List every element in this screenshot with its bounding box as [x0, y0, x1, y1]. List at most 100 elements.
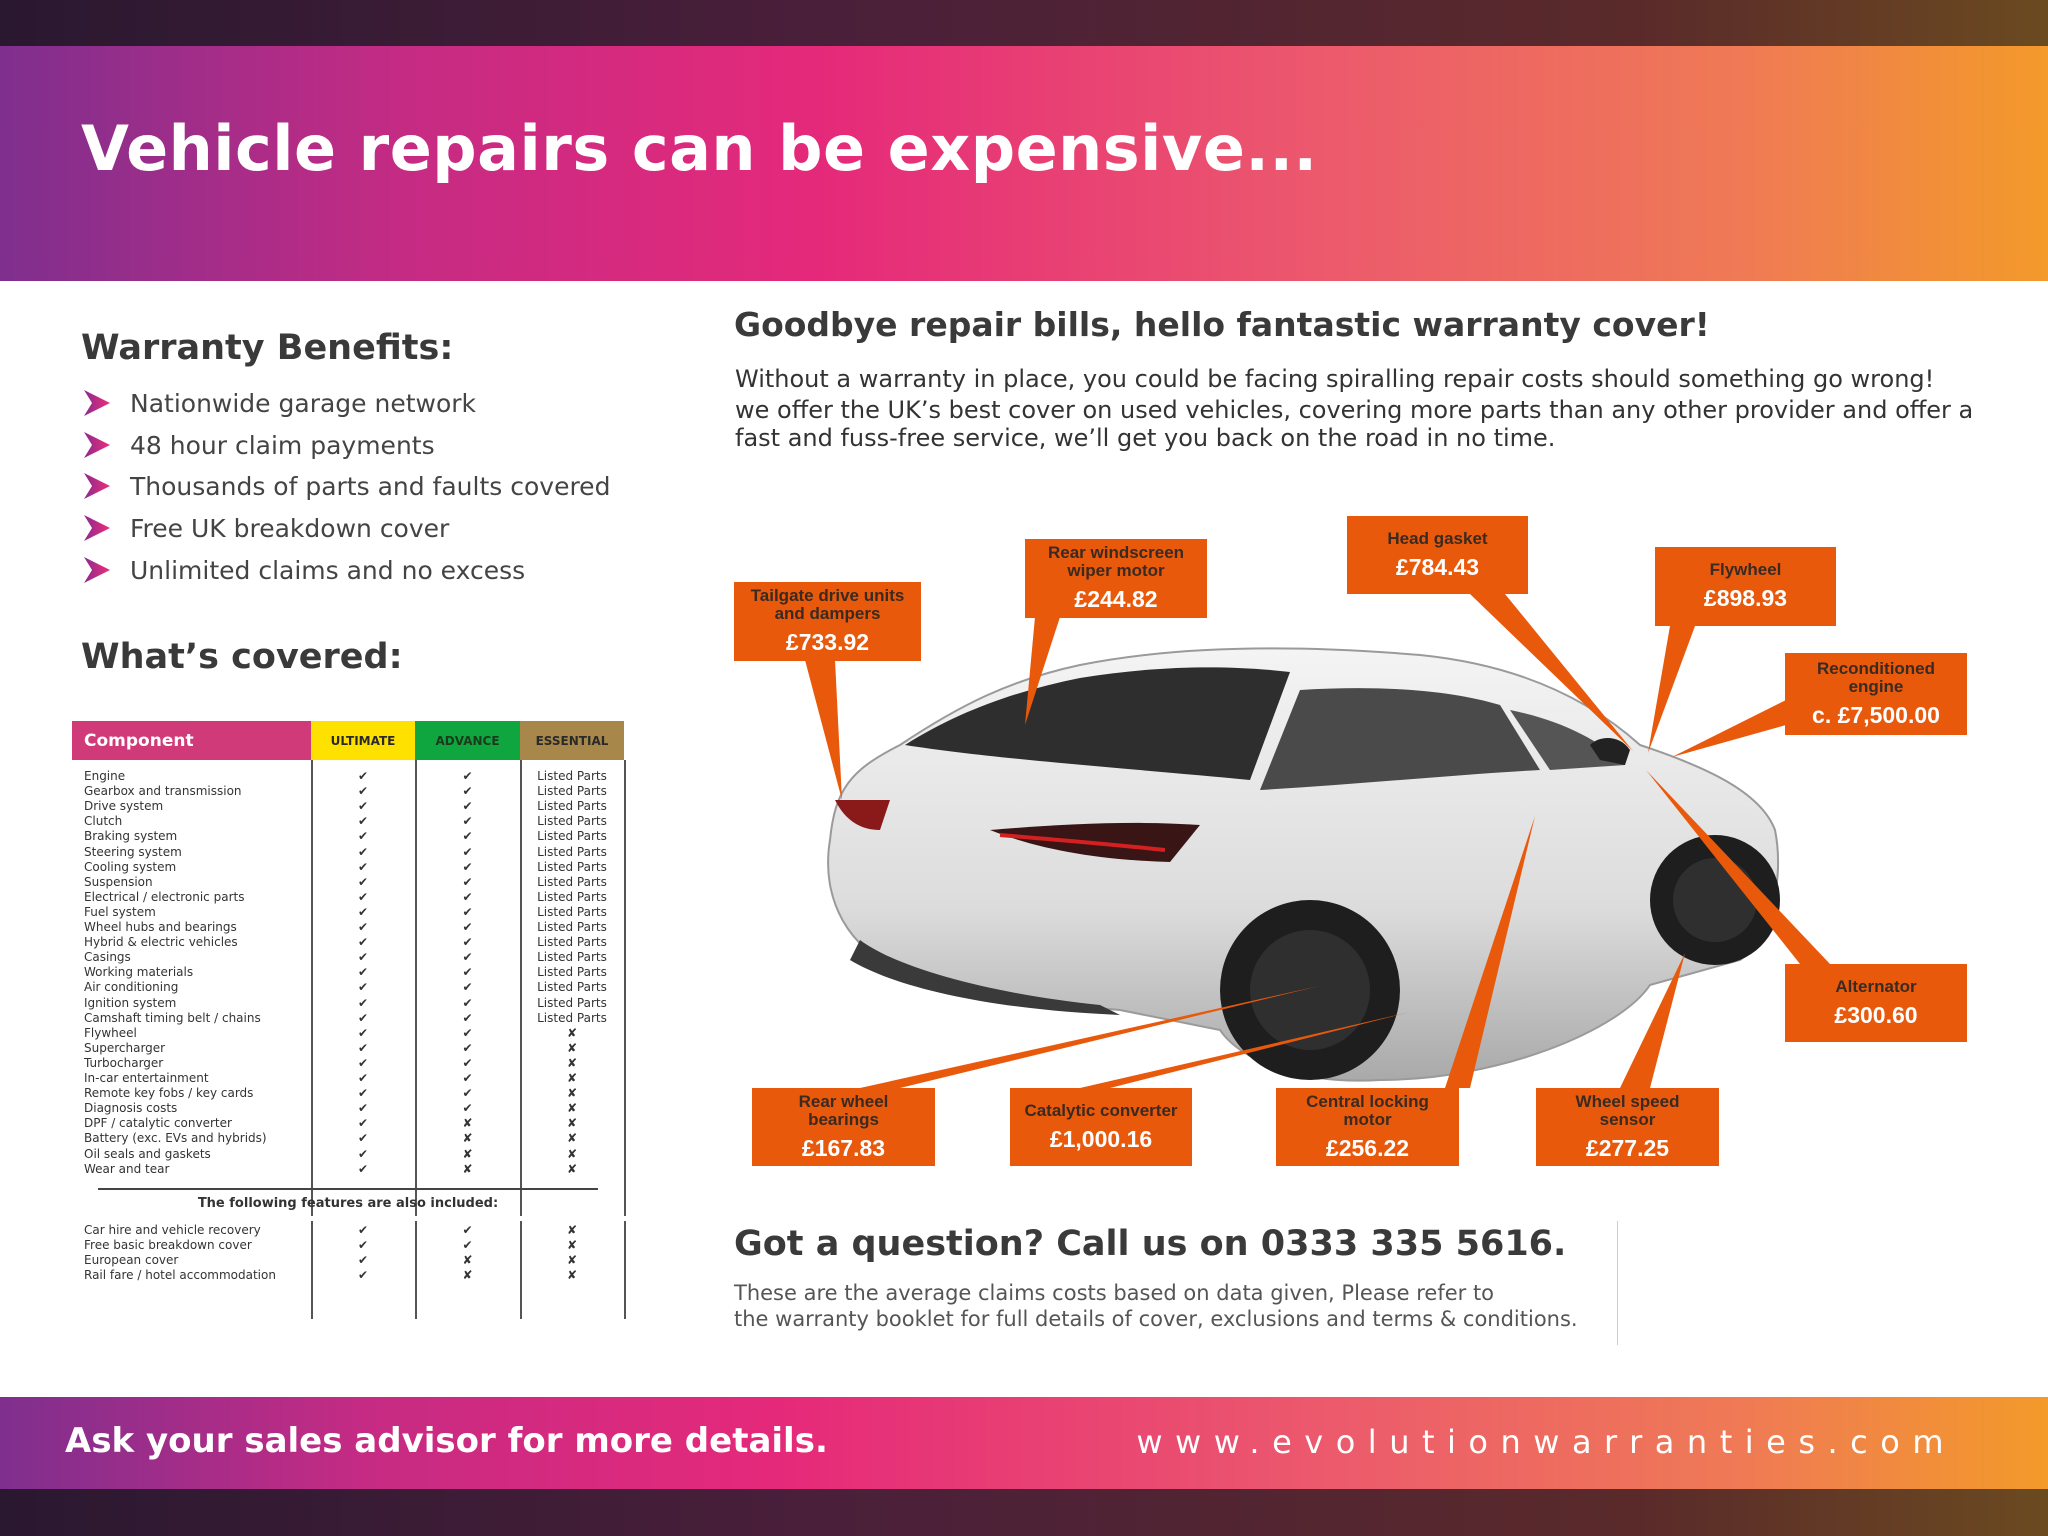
website-link[interactable]: www.evolutionwarranties.com: [1136, 1423, 1956, 1461]
benefit-label: 48 hour claim payments: [130, 430, 435, 460]
listed-parts-text: Listed Parts: [537, 935, 607, 950]
listed-parts-text: Listed Parts: [537, 814, 607, 829]
pointer-head-gasket: [1470, 594, 1633, 751]
check-icon: ✔: [357, 920, 369, 934]
check-icon: ✔: [462, 1223, 473, 1237]
benefit-item: Unlimited claims and no excess: [82, 555, 525, 585]
chevron-arrow-icon: [84, 515, 110, 541]
cross-icon: ✘: [462, 1268, 473, 1283]
check-icon: ✔: [357, 1116, 369, 1131]
check-icon: ✔: [462, 1010, 473, 1025]
check-icon: ✔: [357, 874, 369, 889]
benefit-label: Unlimited claims and no excess: [130, 555, 526, 585]
check-icon: ✔: [357, 1268, 369, 1283]
pointer-engine: [1672, 700, 1786, 757]
callout-tailgate: Tailgate drive units and dampers £733.92: [734, 582, 921, 661]
cross-icon: ✘: [462, 1253, 473, 1268]
benefit-label: Thousands of parts and faults covered: [130, 471, 611, 501]
component-name: Steering system: [84, 844, 182, 859]
listed-parts-text: Listed Parts: [537, 769, 607, 783]
column-divider: [520, 1221, 522, 1319]
check-icon: ✔: [357, 1161, 369, 1176]
listed-parts-text: Listed Parts: [537, 829, 607, 844]
component-name: Wheel hubs and bearings: [84, 920, 237, 934]
component-name: Suspension: [84, 874, 153, 889]
chevron-arrow-icon: [84, 390, 110, 416]
cross-icon: ✘: [462, 1146, 473, 1161]
check-icon: ✔: [357, 859, 369, 874]
component-name: Free basic breakdown cover: [84, 1238, 252, 1253]
divider: [1617, 1221, 1618, 1345]
column-divider: [624, 760, 626, 1216]
callout-price: £256.22: [1325, 1134, 1410, 1161]
column-header-essential: ESSENTIAL: [520, 721, 624, 760]
benefit-label: Free UK breakdown cover: [130, 513, 450, 543]
check-icon: ✔: [357, 814, 369, 829]
component-name: Working materials: [84, 965, 194, 980]
benefit-label: Nationwide garage network: [130, 388, 477, 418]
table-row: Air conditioning ✔ ✔ Listed Parts: [72, 980, 624, 995]
callout-wheel-speed-sensor: Wheel speed sensor £277.25: [1536, 1088, 1719, 1166]
listed-parts-text: Listed Parts: [537, 995, 607, 1010]
callout-price: £300.60: [1834, 1001, 1918, 1028]
listed-parts-text: Listed Parts: [537, 920, 607, 934]
check-icon: ✔: [357, 769, 369, 783]
cross-icon: ✘: [566, 1253, 578, 1268]
cross-icon: ✘: [566, 1223, 578, 1237]
callout-wiper-motor: Rear windscreen wiper motor £244.82: [1025, 539, 1207, 618]
check-icon: ✔: [357, 1101, 369, 1116]
callout-pointers: [805, 594, 1830, 1088]
pointer-wheel-bearings: [860, 986, 1319, 1088]
table-row: Electrical / electronic parts ✔ ✔ Listed Pa…: [72, 890, 624, 905]
check-icon: ✔: [357, 1223, 369, 1237]
callout-wheel-bearings: Rear wheel bearings £167.83: [752, 1088, 935, 1166]
table-row: Diagnosis costs ✔ ✔ ✘: [72, 1101, 624, 1116]
listed-parts-text: Listed Parts: [537, 859, 607, 874]
table-row: European cover ✔ ✘ ✘: [72, 1253, 624, 1268]
callout-label: Alternator: [1835, 976, 1917, 996]
listed-parts-text: Listed Parts: [537, 1010, 607, 1025]
callout-central-locking: Central locking motor £256.22: [1276, 1088, 1459, 1166]
check-icon: ✔: [357, 889, 369, 904]
benefit-item: Thousands of parts and faults covered: [82, 471, 610, 501]
check-icon: ✔: [462, 935, 473, 950]
component-name: Car hire and vehicle recovery: [84, 1223, 261, 1237]
table-row: Battery (exc. EVs and hybrids) ✔ ✘ ✘: [72, 1131, 624, 1146]
component-name: Engine: [84, 769, 126, 783]
table-row: Oil seals and gaskets ✔ ✘ ✘: [72, 1147, 624, 1162]
check-icon: ✔: [462, 889, 473, 904]
callout-label: Catalytic converter: [1024, 1100, 1178, 1120]
table-row: Drive system ✔ ✔ Listed Parts: [72, 799, 624, 814]
component-name: Casings: [84, 950, 131, 965]
component-name: DPF / catalytic converter: [84, 1116, 232, 1131]
check-icon: ✔: [462, 1040, 473, 1055]
table-row: Supercharger ✔ ✔ ✘: [72, 1041, 624, 1056]
component-name: Electrical / electronic parts: [84, 889, 245, 904]
pointer-wiper: [1025, 617, 1060, 725]
intro-line: we offer the UK’s best cover on used veh…: [735, 396, 1974, 424]
listed-parts-text: Listed Parts: [537, 889, 607, 904]
check-icon: ✔: [462, 1086, 473, 1101]
column-header-ultimate: ULTIMATE: [311, 721, 415, 760]
chevron-arrow-icon: [84, 473, 110, 499]
cross-icon: ✘: [462, 1161, 473, 1176]
column-divider: [415, 760, 417, 1216]
check-icon: ✔: [462, 980, 473, 995]
check-icon: ✔: [357, 1146, 369, 1161]
listed-parts-text: Listed Parts: [537, 799, 607, 814]
check-icon: ✔: [357, 844, 369, 859]
table-row: In-car entertainment ✔ ✔ ✘: [72, 1071, 624, 1086]
callout-label: Rear windscreen wiper motor: [1047, 543, 1185, 580]
component-name: Gearbox and transmission: [84, 784, 242, 799]
check-icon: ✔: [357, 1071, 369, 1085]
pointer-alternator: [1646, 770, 1830, 964]
cross-icon: ✘: [462, 1116, 473, 1131]
check-icon: ✔: [462, 1025, 473, 1040]
component-name: Wear and tear: [84, 1161, 170, 1176]
check-icon: ✔: [357, 1086, 369, 1101]
check-icon: ✔: [357, 1040, 369, 1055]
callout-label: Tailgate drive units and dampers: [750, 586, 905, 623]
footer-cta: Ask your sales advisor for more details.: [65, 1421, 828, 1461]
pointer-central-locking: [1445, 816, 1535, 1088]
